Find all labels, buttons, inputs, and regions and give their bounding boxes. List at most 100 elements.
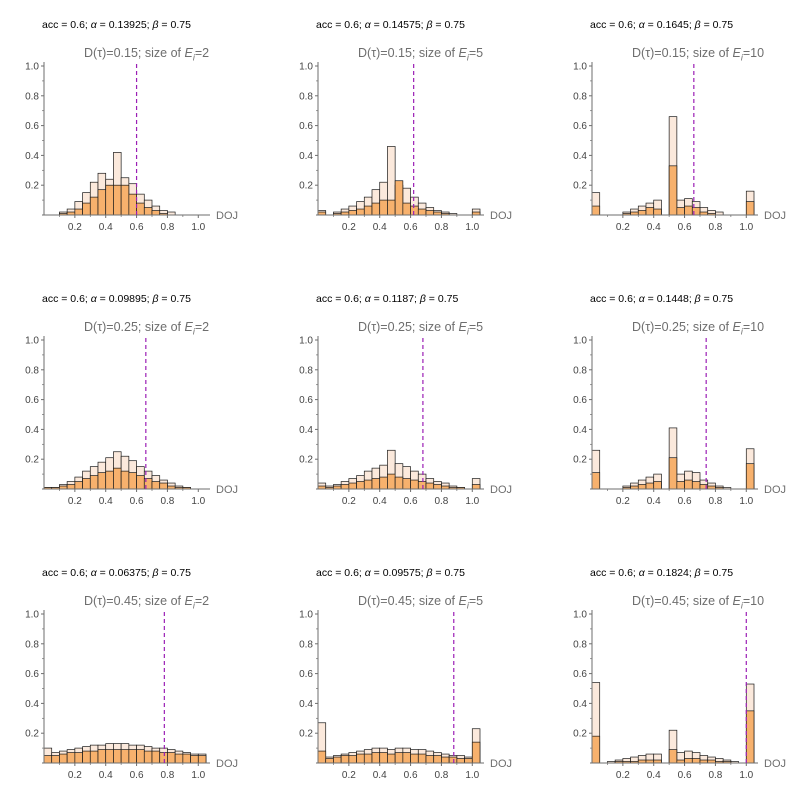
y-tick-label: 1.0	[25, 610, 39, 621]
x-tick-label: 1.0	[739, 496, 753, 507]
panel-title: D(τ)=0.45; size of Ei=10	[632, 594, 765, 611]
x-tick-label: 0.2	[616, 496, 630, 507]
bar-dark	[363, 205, 373, 216]
panel-parameters: acc = 0.6; α = 0.09575; β = 0.75	[316, 567, 465, 579]
bar-dark	[120, 470, 130, 490]
x-tick-label: 0.8	[708, 222, 722, 233]
x-tick-label: 0.2	[68, 496, 82, 507]
histogram-panel: acc = 0.6; α = 0.06375; β = 0.75 D(τ)=0.4…	[20, 556, 270, 806]
histogram-panel: acc = 0.6; α = 0.09895; β = 0.75 D(τ)=0.2…	[20, 282, 270, 532]
histogram-plot: 0.2 0.4 0.6 0.8 1.0 0.2 0.4 0.6 0.8 1.0 DOJ	[25, 336, 238, 508]
bar-dark	[379, 752, 388, 764]
y-tick-label: 0.2	[573, 181, 587, 192]
y-tick-label: 0.2	[25, 181, 39, 192]
histogram-panel: acc = 0.6; α = 0.1448; β = 0.75 D(τ)=0.25…	[568, 282, 800, 532]
bar-dark	[82, 750, 91, 764]
x-tick-label: 0.2	[68, 770, 82, 781]
bar-dark	[348, 482, 357, 490]
y-tick-label: 1.0	[25, 62, 39, 73]
y-tick-label: 0.8	[25, 639, 39, 650]
bar-dark	[51, 755, 60, 764]
x-tick-label: 0.6	[678, 770, 692, 781]
bar-dark	[363, 479, 373, 490]
bar-dark	[317, 750, 327, 764]
bar-dark	[97, 189, 107, 216]
histogram-panel: acc = 0.6; α = 0.1645; β = 0.75 D(τ)=0.15…	[568, 8, 800, 258]
panel-parameters: acc = 0.6; α = 0.14575; β = 0.75	[316, 19, 465, 31]
bar-dark	[66, 484, 76, 490]
y-tick-label: 0.8	[25, 91, 39, 102]
bar-dark	[159, 482, 168, 490]
x-tick-label: 0.8	[160, 496, 174, 507]
y-tick-label: 0.8	[573, 91, 587, 102]
bar-dark	[591, 735, 601, 764]
bar-dark	[43, 755, 53, 764]
bar-dark	[471, 741, 481, 764]
x-axis-label: DOJ	[216, 484, 238, 496]
bar-dark	[113, 184, 122, 216]
y-tick-label: 0.6	[573, 669, 587, 680]
x-tick-label: 0.6	[130, 222, 144, 233]
bar-dark	[89, 750, 99, 764]
bar-dark	[197, 755, 207, 764]
bar-dark	[120, 184, 130, 216]
bar-dark	[402, 752, 411, 764]
y-tick-label: 0.6	[25, 395, 39, 406]
x-axis-label: DOJ	[764, 484, 786, 496]
x-tick-label: 0.2	[342, 770, 356, 781]
bar-dark	[120, 749, 130, 764]
bar-dark	[433, 484, 442, 490]
bar-dark	[371, 478, 381, 490]
panel-parameters: acc = 0.6; α = 0.06375; β = 0.75	[42, 567, 191, 579]
bar-dark	[105, 470, 114, 490]
y-tick-label: 0.8	[25, 365, 39, 376]
y-tick-label: 0.2	[573, 455, 587, 466]
bar-dark	[645, 207, 655, 216]
x-axis-label: DOJ	[490, 758, 512, 770]
y-tick-label: 1.0	[299, 62, 313, 73]
bar-dark	[684, 205, 693, 216]
y-tick-label: 0.6	[25, 121, 39, 132]
histogram-plot: 0.2 0.4 0.6 0.8 1.0 0.2 0.4 0.6 0.8 1.0 DOJ	[25, 610, 238, 782]
x-tick-label: 0.6	[404, 496, 418, 507]
bar-dark	[591, 205, 601, 216]
bar-dark	[410, 205, 419, 216]
bar-dark	[417, 481, 427, 490]
bar-dark	[151, 750, 161, 764]
x-tick-label: 0.4	[373, 496, 387, 507]
x-tick-label: 1.0	[465, 496, 479, 507]
x-tick-label: 1.0	[465, 770, 479, 781]
y-tick-label: 0.4	[299, 151, 313, 162]
x-tick-label: 0.4	[373, 222, 387, 233]
panel-parameters: acc = 0.6; α = 0.1187; β = 0.75	[316, 293, 459, 305]
x-tick-label: 0.8	[434, 222, 448, 233]
bar-dark	[448, 756, 458, 764]
x-tick-label: 0.6	[404, 770, 418, 781]
bar-dark	[97, 472, 107, 490]
bar-dark	[684, 479, 693, 490]
y-tick-label: 0.2	[299, 729, 313, 740]
y-tick-label: 1.0	[573, 336, 587, 347]
panel-title: D(τ)=0.15; size of Ei=10	[632, 46, 765, 63]
histogram-panel: acc = 0.6; α = 0.1187; β = 0.75 D(τ)=0.25…	[294, 282, 544, 532]
x-tick-label: 0.2	[68, 222, 82, 233]
bar-dark	[66, 752, 76, 764]
bar-dark	[151, 210, 161, 216]
x-tick-label: 1.0	[191, 496, 205, 507]
x-tick-label: 0.6	[130, 496, 144, 507]
y-tick-label: 0.6	[299, 669, 313, 680]
x-tick-label: 0.4	[647, 222, 661, 233]
x-tick-label: 0.2	[342, 222, 356, 233]
x-tick-label: 0.8	[160, 770, 174, 781]
bar-dark	[174, 753, 184, 764]
bar-dark	[653, 481, 662, 490]
y-tick-label: 0.4	[573, 151, 587, 162]
bar-dark	[136, 475, 145, 490]
histogram-plot: 0.2 0.4 0.6 0.8 1.0 0.2 0.4 0.6 0.8 1.0 DOJ	[25, 62, 238, 234]
bar-dark	[136, 202, 145, 216]
x-tick-label: 0.2	[616, 770, 630, 781]
bar-dark	[387, 473, 396, 490]
bar-dark	[325, 758, 334, 764]
bar-dark	[417, 753, 427, 764]
x-tick-label: 0.4	[99, 222, 113, 233]
